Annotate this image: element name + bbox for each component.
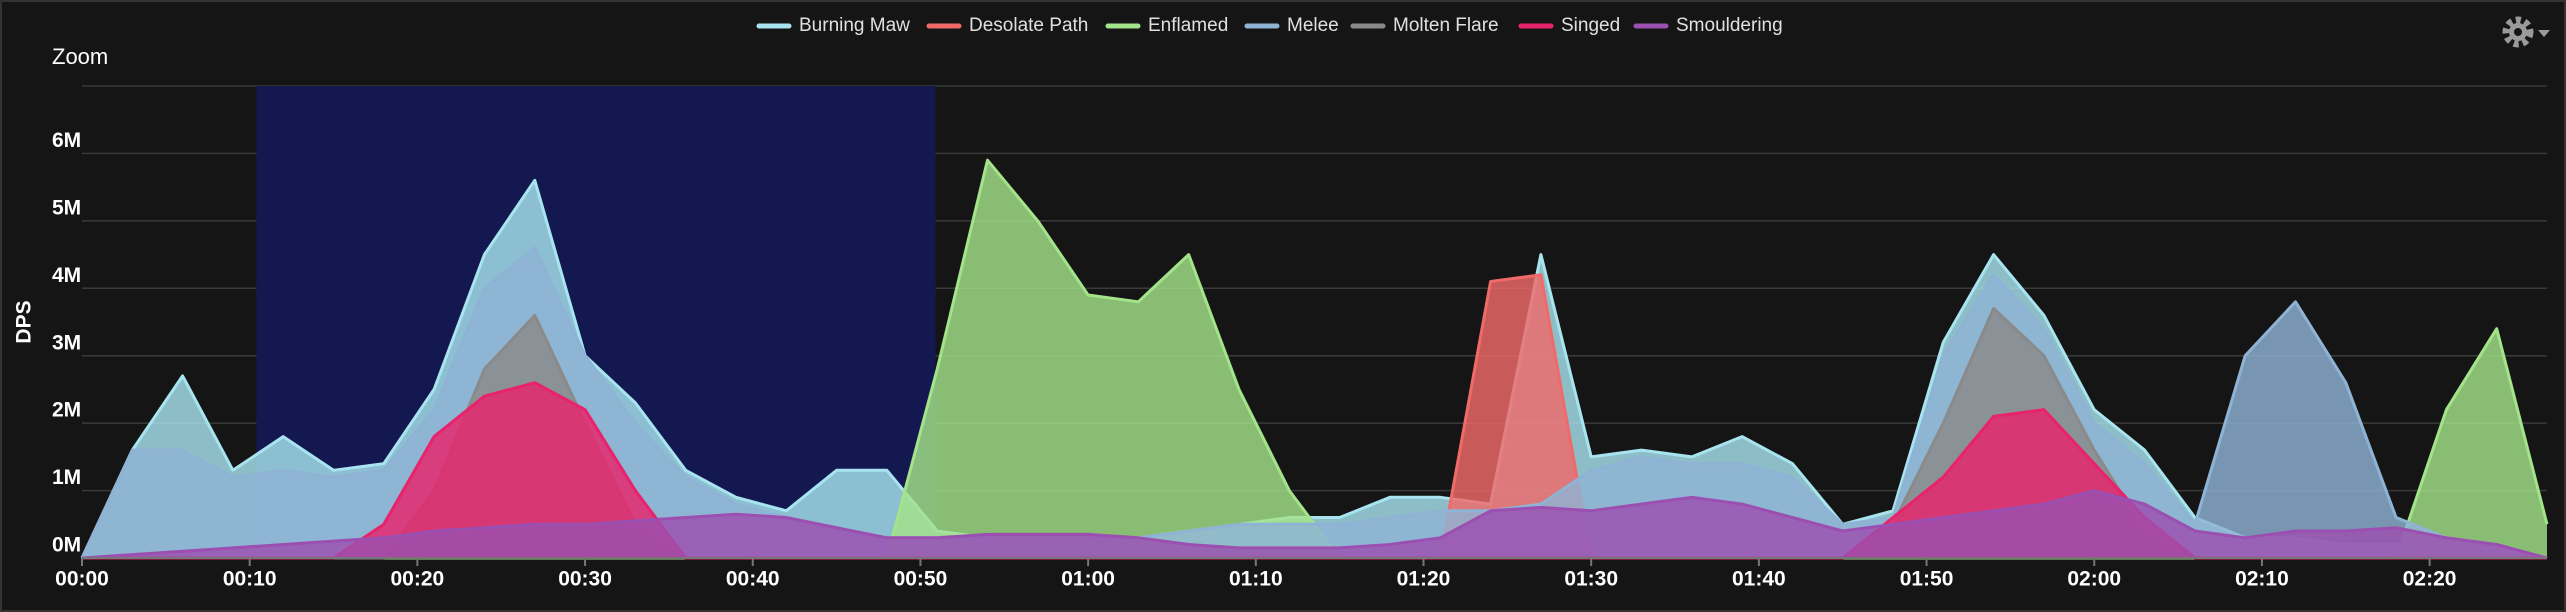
- gear-hole[interactable]: [2514, 28, 2522, 36]
- legend-label: Smouldering: [1676, 15, 1783, 36]
- legend-item[interactable]: Burning Maw: [756, 15, 910, 36]
- area-line: [80, 178, 2548, 560]
- y-tick-label: 1M: [52, 466, 81, 489]
- y-tick-label: 4M: [52, 264, 81, 287]
- legend-label: Singed: [1561, 15, 1620, 36]
- gear[interactable]: [2502, 16, 2534, 48]
- x-tick-label: 00:40: [726, 568, 780, 591]
- x-tick-label: 02:00: [2067, 568, 2121, 591]
- legend-label: Molten Flare: [1393, 15, 1499, 36]
- legend-item[interactable]: Smouldering: [1633, 15, 1783, 36]
- x-tick-label: 00:00: [55, 568, 109, 591]
- area-fill: [82, 490, 2547, 558]
- legend-label: Melee: [1287, 15, 1339, 36]
- y-tick-label: 3M: [52, 331, 81, 354]
- y-tick-label: 5M: [52, 196, 81, 219]
- x-tick-label: 02:10: [2235, 568, 2289, 591]
- x-tick-label: 01:30: [1564, 568, 1618, 591]
- area-fill: [82, 382, 2547, 558]
- x-tick-label: 01:40: [1732, 568, 1786, 591]
- legend-label: Enflamed: [1148, 15, 1228, 36]
- y-tick-label: 6M: [52, 129, 81, 152]
- x-tick-label: 01:10: [1229, 568, 1283, 591]
- x-tick-label: 02:20: [2403, 568, 2457, 591]
- x-tick-label: 01:50: [1900, 568, 1954, 591]
- area-line: [80, 246, 2548, 560]
- x-tick-label: 01:20: [1397, 568, 1451, 591]
- legend-label: Burning Maw: [799, 15, 910, 36]
- x-tick-label: 00:10: [223, 568, 277, 591]
- x-tick-label: 00:20: [391, 568, 445, 591]
- legend-item[interactable]: Molten Flare: [1350, 15, 1499, 36]
- settings-icon[interactable]: [2502, 16, 2550, 48]
- area-line: [81, 489, 2548, 560]
- dropdown-arrow[interactable]: [2538, 30, 2550, 37]
- legend-item[interactable]: Singed: [1518, 15, 1620, 36]
- legend-item[interactable]: Melee: [1244, 15, 1339, 36]
- zoom-label[interactable]: Zoom: [52, 44, 108, 69]
- legend-label: Desolate Path: [969, 15, 1088, 36]
- legend-item[interactable]: Desolate Path: [926, 15, 1088, 36]
- y-tick-label: 2M: [52, 399, 81, 422]
- x-tick-label: 00:30: [558, 568, 612, 591]
- legend-item[interactable]: Enflamed: [1105, 15, 1228, 36]
- y-axis-label: DPS: [13, 300, 36, 343]
- x-tick-label: 00:50: [894, 568, 948, 591]
- y-tick-label: 0M: [52, 534, 81, 557]
- x-tick-label: 01:00: [1061, 568, 1115, 591]
